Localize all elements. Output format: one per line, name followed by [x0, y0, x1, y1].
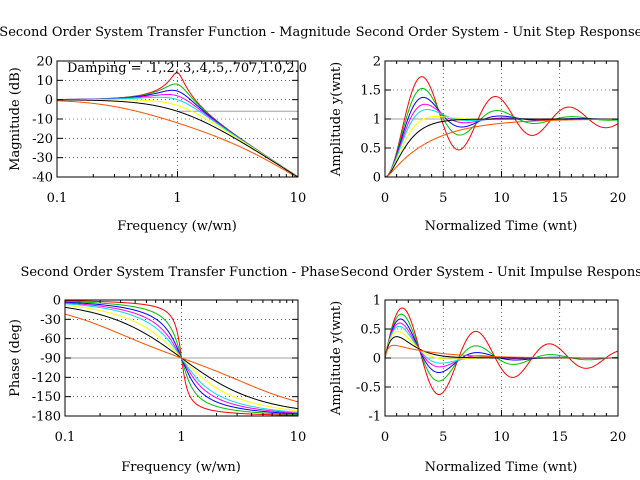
impulse-xlabel: Normalized Time (wnt) [425, 460, 578, 475]
x-tick-label: 15 [551, 430, 568, 445]
x-tick-label: 10 [290, 430, 307, 445]
x-tick-label: 5 [439, 430, 447, 445]
step-series-zeta-0-1 [385, 76, 618, 177]
step-title: Second Order System - Unit Step Response [356, 25, 640, 40]
damping-annotation: Damping = .1,.2,.3,.4,.5,.707,1.0,2.0 [67, 61, 307, 76]
y-tick-label: -180 [32, 410, 61, 425]
phase-series [65, 300, 298, 416]
step-xlabel: Normalized Time (wnt) [425, 219, 578, 234]
magnitude-series-zeta-0-4 [57, 93, 298, 177]
x-tick-label: 1 [177, 430, 185, 445]
x-tick-label: 10 [493, 430, 510, 445]
x-tick-label: 0 [381, 430, 389, 445]
y-tick-label: 1 [373, 113, 381, 128]
y-tick-label: -30 [32, 151, 53, 166]
y-tick-label: 0 [53, 294, 61, 309]
y-tick-label: -40 [32, 171, 53, 186]
impulse-series-zeta-0-707 [385, 331, 618, 360]
y-tick-label: -120 [32, 371, 61, 386]
x-tick-label: 1 [173, 191, 181, 206]
phase-ticks: 0.1 1 10 0 -30 -60 -90 -120 -150 -180 [32, 294, 306, 446]
x-tick-label: 20 [610, 191, 627, 206]
magnitude-series-zeta-1-0 [57, 99, 298, 177]
y-tick-label: 0.5 [360, 323, 381, 338]
phase-series-zeta-2-0 [65, 313, 298, 403]
magnitude-series-zeta-0-707 [57, 99, 298, 177]
magnitude-panel: Second Order System Transfer Function - … [0, 25, 351, 234]
step-series-zeta-0-4 [385, 103, 618, 177]
x-tick-label: 5 [439, 191, 447, 206]
step-ticks: 0 5 10 15 20 2 1.5 1 0.5 0 [360, 55, 626, 207]
magnitude-ylabel: Magnitude (dB) [8, 67, 23, 171]
impulse-title: Second Order System - Unit Impulse Respo… [340, 265, 640, 280]
y-tick-label: 0 [373, 352, 381, 367]
impulse-series-zeta-1-0 [385, 336, 618, 359]
y-tick-label: 1 [373, 294, 381, 309]
x-tick-label: 20 [610, 430, 627, 445]
y-tick-label: -1 [368, 410, 381, 425]
y-tick-label: 0 [45, 93, 53, 108]
phase-panel: Second Order System Transfer Function - … [8, 265, 340, 475]
phase-ylabel: Phase (deg) [8, 319, 23, 397]
y-tick-label: -10 [32, 113, 53, 128]
y-tick-label: 2 [373, 55, 381, 70]
step-series [385, 76, 618, 177]
magnitude-series-zeta-2-0 [57, 100, 298, 177]
impulse-ylabel: Amplitude y(wnt) [329, 301, 344, 416]
step-panel: Second Order System - Unit Step Response… [329, 25, 640, 234]
magnitude-ticks: 0.1 1 10 20 10 0 -10 -20 -30 -40 [32, 55, 306, 207]
y-tick-label: 0 [373, 171, 381, 186]
step-series-zeta-2-0 [385, 118, 618, 177]
y-tick-label: -90 [40, 352, 61, 367]
y-tick-label: 10 [36, 74, 53, 89]
magnitude-xlabel: Frequency (w/wn) [117, 219, 237, 234]
x-tick-label: 0 [381, 191, 389, 206]
step-ylabel: Amplitude y(wnt) [329, 62, 344, 177]
y-tick-label: 1.5 [360, 84, 381, 99]
x-tick-label: 10 [493, 191, 510, 206]
step-series-zeta-0-2 [385, 87, 618, 177]
x-tick-label: 0.1 [47, 191, 68, 206]
y-tick-label: -20 [32, 132, 53, 147]
y-tick-label: 20 [36, 55, 53, 70]
x-tick-label: 10 [290, 191, 307, 206]
y-tick-label: -30 [40, 313, 61, 328]
impulse-series-zeta-2-0 [385, 344, 618, 359]
step-series-zeta-1-0 [385, 118, 618, 177]
phase-xlabel: Frequency (w/wn) [121, 460, 241, 475]
magnitude-series [57, 72, 298, 177]
y-tick-label: -0.5 [356, 381, 381, 396]
x-tick-label: 15 [551, 191, 568, 206]
impulse-series [385, 307, 618, 395]
y-tick-label: 0.5 [360, 142, 381, 157]
y-tick-label: -150 [32, 390, 61, 405]
y-tick-label: -60 [40, 332, 61, 347]
magnitude-grid [57, 61, 298, 177]
impulse-panel: Second Order System - Unit Impulse Respo… [329, 265, 640, 475]
magnitude-title: Second Order System Transfer Function - … [0, 25, 351, 40]
impulse-ticks: 0 5 10 15 20 1 0.5 0 -0.5 -1 [356, 294, 626, 446]
impulse-series-zeta-0-2 [385, 313, 618, 382]
x-tick-label: 0.1 [55, 430, 76, 445]
phase-title: Second Order System Transfer Function - … [20, 265, 339, 280]
impulse-series-zeta-0-1 [385, 307, 618, 395]
